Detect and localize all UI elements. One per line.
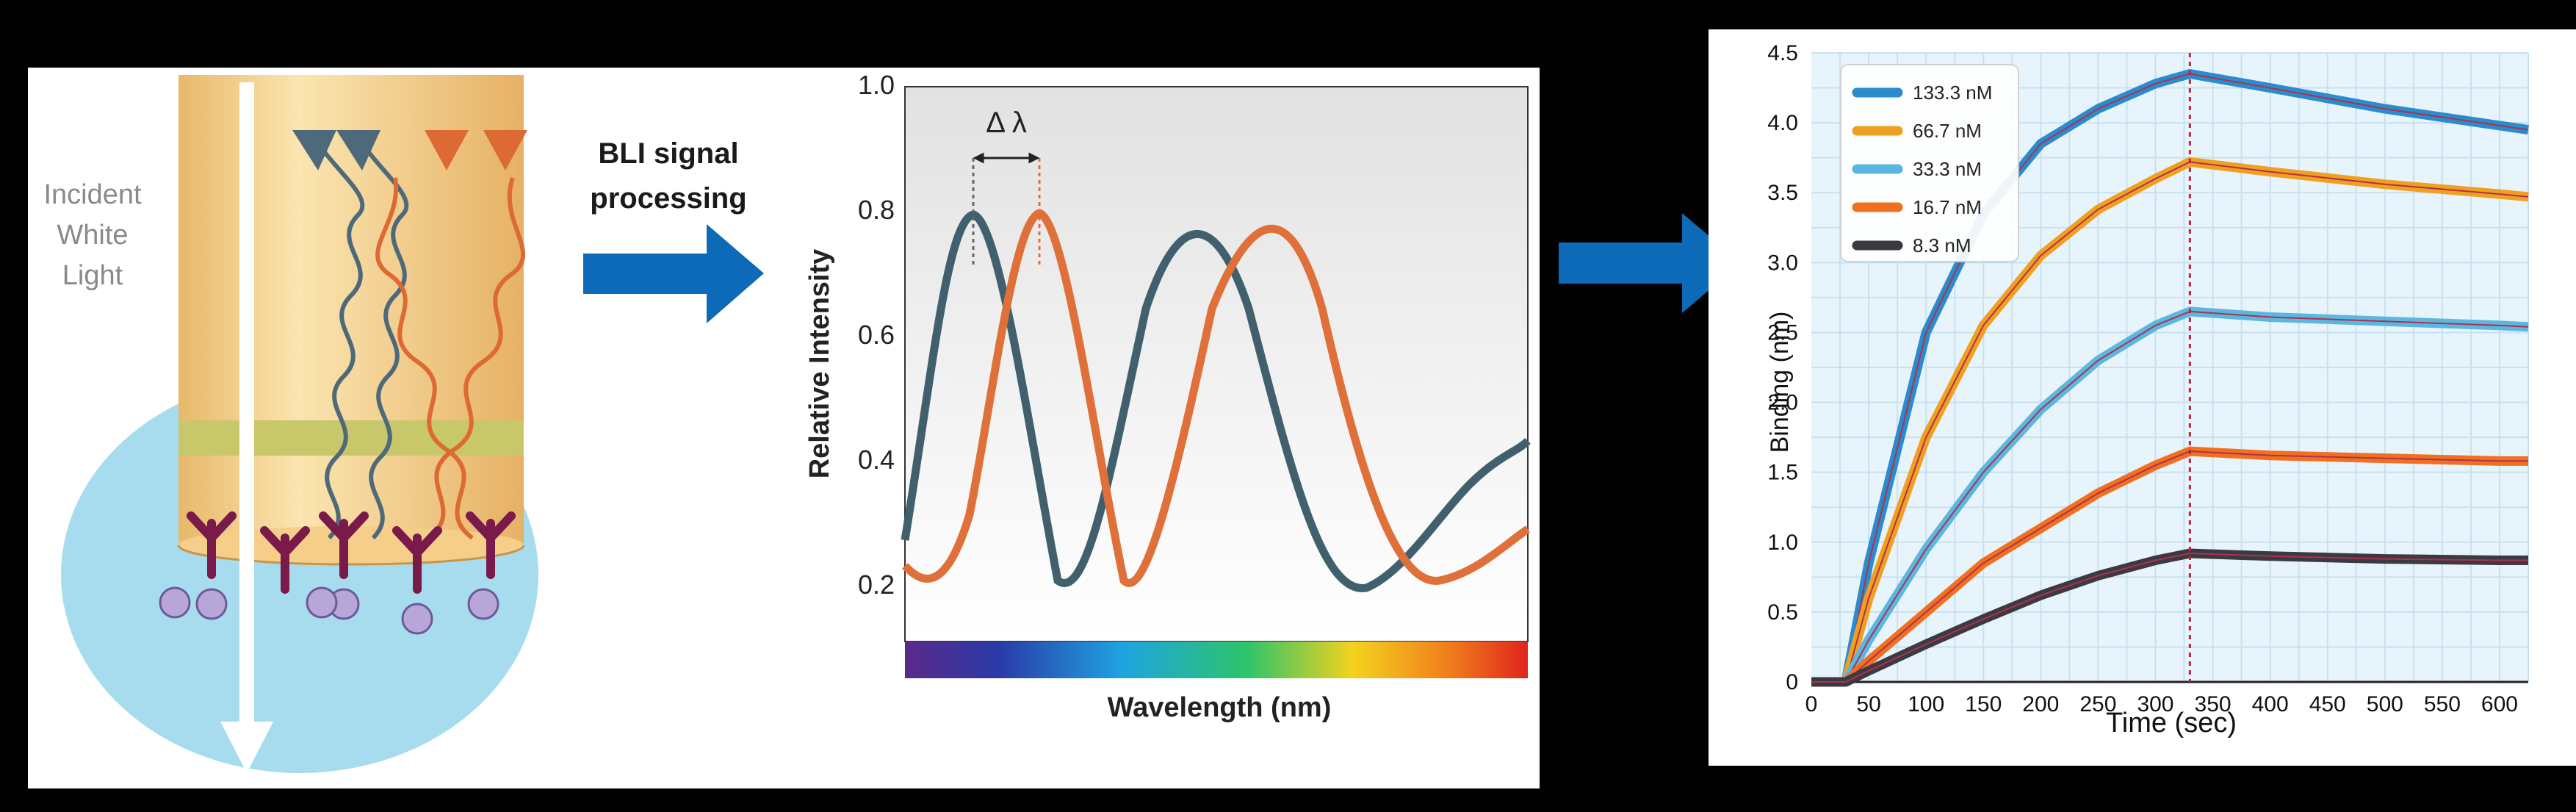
fit-line: [1811, 553, 2528, 683]
x-tick-label: 400: [2252, 692, 2289, 716]
x-tick-label: 200: [2022, 692, 2059, 716]
wavelength-spectrum-bar: [905, 642, 1528, 678]
x-tick-label: 550: [2424, 692, 2461, 716]
legend-label: 66.7 nM: [1913, 120, 1982, 142]
y-tick-label: 1.0: [1767, 531, 1798, 555]
legend-box: [1840, 64, 2019, 262]
schematic-svg: Incident White Light: [43, 75, 538, 773]
legend-label: 133.3 nM: [1913, 82, 1992, 104]
immobilized-antibodies: [159, 511, 516, 635]
x-tick-label: 350: [2195, 692, 2232, 716]
processing-label-line1: BLI signal: [598, 137, 738, 170]
x-tick-label: 500: [2367, 692, 2403, 716]
fit-line: [1811, 73, 2529, 683]
incident-label-line1: Incident: [43, 179, 142, 210]
spectrum-plot: 1.0 0.8 0.6 0.4 0.2 Relative Intensity W…: [804, 70, 1531, 723]
spectrum-ytick-3: 0.6: [858, 320, 895, 350]
spectrum-ytick-1: 1.0: [858, 70, 895, 100]
arrow-to-spectrum: [583, 224, 764, 323]
incident-label-line3: Light: [62, 260, 123, 291]
binding-axis-label: Binding (nm): [1766, 312, 1794, 453]
spectrum-xlabel: Wavelength (nm): [1108, 692, 1332, 723]
x-tick-label: 0: [1805, 692, 1818, 716]
incident-label-line2: White: [57, 220, 128, 251]
spectrum-ytick-5: 0.2: [858, 570, 895, 600]
spectrum-reference-curve: [901, 210, 1531, 592]
x-tick-label: 250: [2079, 692, 2116, 716]
y-tick-label: 0.5: [1767, 600, 1798, 625]
processing-label-line2: processing: [590, 182, 746, 215]
fit-line: [1811, 310, 2529, 683]
x-tick-label: 50: [1856, 692, 1880, 716]
x-tick-label: 300: [2137, 692, 2173, 716]
y-tick-label: 0: [1786, 670, 1798, 694]
incident-light-arrow: [220, 82, 273, 773]
legend-label: 8.3 nM: [1913, 234, 1971, 256]
legend-label: 33.3 nM: [1913, 158, 1982, 180]
delta-lambda-label: Δ λ: [986, 107, 1027, 139]
arrow-to-sensorgram: [1559, 213, 1741, 313]
reflected-wave-shifted: [375, 130, 527, 540]
time-axis-label: Time (sec): [2106, 708, 2237, 739]
y-tick-label: 2.0: [1767, 391, 1798, 415]
y-tick-label: 2.5: [1767, 320, 1798, 345]
y-tick-label: 3.0: [1767, 251, 1798, 275]
y-tick-label: 1.5: [1767, 461, 1798, 485]
y-tick-label: 4.5: [1767, 41, 1798, 65]
sensorgram-panel: Binding (nm) Time (sec) 0 50 100 150 200 250 3…: [1709, 29, 2576, 766]
fit-line: [1811, 161, 2529, 683]
legend-label: 16.7 nM: [1913, 196, 1982, 218]
y-tick-label: 4.0: [1767, 111, 1798, 135]
x-tick-label: 600: [2481, 692, 2518, 716]
reflected-wave-reference: [292, 130, 409, 540]
spectrum-ytick-4: 0.4: [858, 445, 895, 475]
spectrum-ylabel: Relative Intensity: [804, 249, 835, 479]
x-tick-label: 100: [1908, 692, 1944, 716]
x-tick-label: 150: [1965, 692, 2002, 716]
fit-line: [1811, 450, 2528, 683]
y-tick-label: 3.5: [1767, 181, 1798, 205]
x-tick-label: 450: [2309, 692, 2346, 716]
spectrum-shifted-curve: [901, 209, 1531, 587]
sensorgram-chart: Binding (nm) Time (sec) 0 50 100 150 200 250 3…: [1766, 41, 2529, 739]
spectrum-ytick-2: 0.8: [858, 195, 895, 225]
